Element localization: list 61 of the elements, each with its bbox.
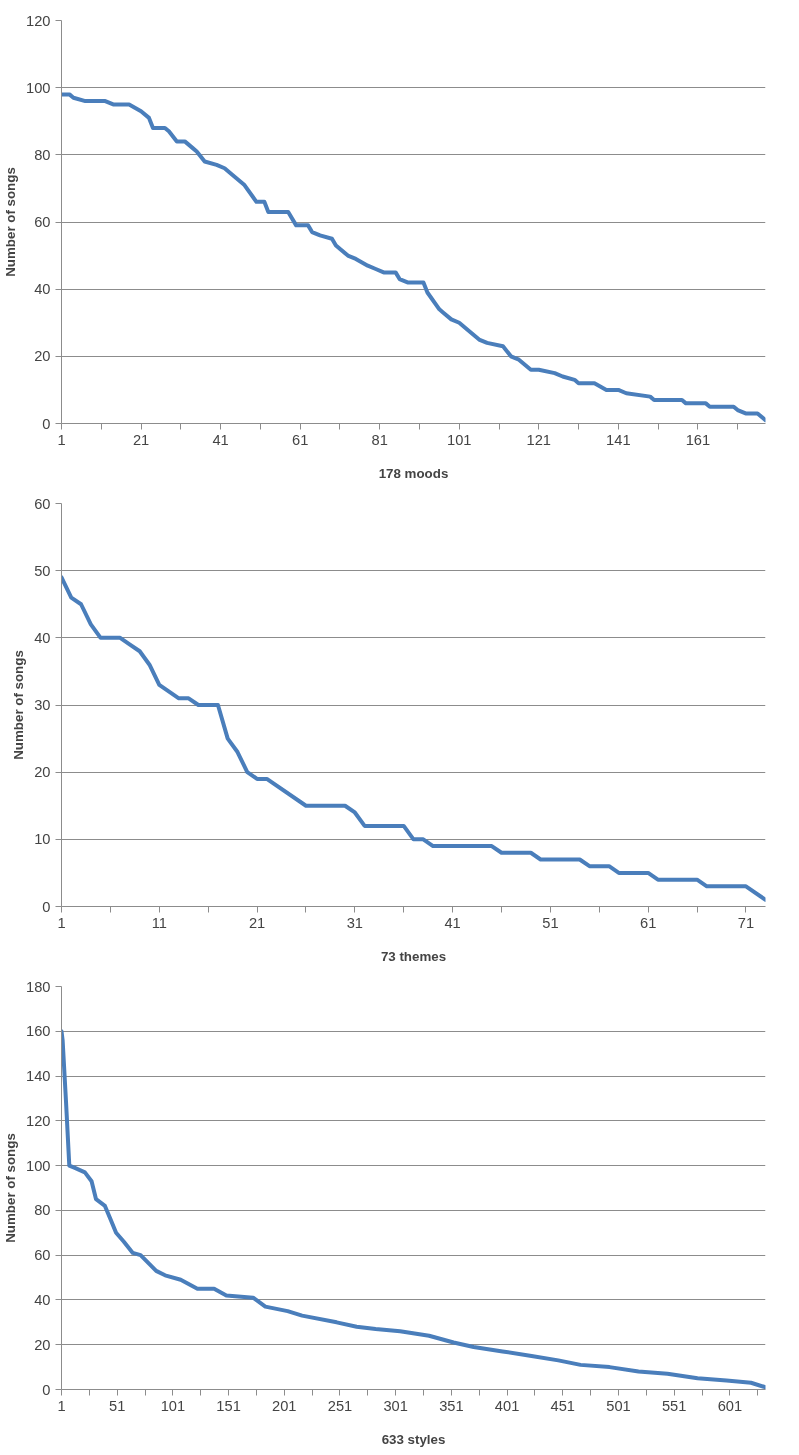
y-tick-label: 30 (34, 697, 51, 713)
y-axis-title: Number of songs (11, 650, 27, 760)
x-tick-label: 401 (494, 1397, 520, 1414)
y-tick-label: 40 (34, 281, 51, 298)
x-tick-label: 151 (216, 1397, 241, 1414)
y-tick-label: 80 (34, 1202, 51, 1219)
x-tick-label: 501 (606, 1397, 631, 1414)
x-tick-label: 41 (212, 431, 229, 448)
y-tick-label: 60 (34, 495, 51, 512)
y-tick-label: 0 (42, 1381, 51, 1398)
y-tick-label: 100 (26, 79, 51, 96)
x-tick-label: 201 (272, 1397, 297, 1414)
x-tick-label: 551 (661, 1397, 687, 1414)
x-tick-label: 101 (447, 431, 472, 448)
y-tick-label: 80 (34, 146, 51, 163)
x-tick-label: 351 (439, 1397, 464, 1414)
x-tick-label: 31 (346, 914, 363, 931)
y-tick-label: 160 (26, 1023, 51, 1040)
y-tick-label: 120 (26, 1112, 51, 1129)
y-axis-title: Number of songs (3, 1133, 19, 1243)
x-axis-title: 73 themes (380, 948, 447, 964)
x-tick-label: 121 (526, 431, 552, 448)
y-tick-label: 180 (26, 978, 51, 995)
y-tick-label: 60 (34, 1247, 51, 1264)
x-axis-title: 633 styles (381, 1431, 446, 1447)
y-tick-label: 40 (34, 1291, 51, 1308)
x-tick-label: 251 (327, 1397, 353, 1414)
x-tick-label: 1 (57, 1397, 66, 1414)
x-tick-label: 141 (606, 431, 631, 448)
y-tick-label: 20 (34, 1336, 51, 1353)
y-tick-label: 40 (34, 629, 51, 646)
x-tick-label: 451 (550, 1397, 576, 1414)
y-tick-label: 20 (34, 764, 51, 781)
x-axis-title: 178 moods (378, 465, 449, 481)
x-tick-label: 51 (109, 1397, 126, 1414)
y-tick-label: 140 (26, 1068, 51, 1085)
y-tick-label: 50 (34, 562, 51, 579)
x-tick-label: 21 (248, 914, 266, 931)
x-tick-label: 1 (57, 431, 66, 448)
y-tick-label: 0 (42, 415, 51, 432)
x-tick-label: 41 (444, 914, 461, 931)
x-tick-label: 1 (57, 914, 66, 931)
y-tick-label: 10 (34, 831, 51, 848)
x-tick-label: 11 (151, 914, 167, 931)
y-axis-title: Number of songs (3, 167, 19, 277)
x-tick-label: 81 (371, 431, 388, 448)
y-tick-label: 0 (42, 898, 51, 915)
x-tick-label: 61 (291, 431, 309, 448)
x-tick-label: 301 (383, 1397, 408, 1414)
y-tick-label: 100 (26, 1157, 51, 1174)
x-tick-label: 21 (132, 431, 150, 448)
x-tick-label: 161 (685, 431, 711, 448)
x-tick-label: 51 (542, 914, 559, 931)
x-tick-label: 61 (640, 914, 657, 931)
y-tick-label: 20 (34, 348, 51, 365)
x-tick-label: 101 (160, 1397, 186, 1414)
x-tick-label: 71 (737, 914, 755, 931)
x-tick-label: 601 (717, 1397, 743, 1414)
line-series (61, 575, 766, 902)
y-tick-label: 60 (34, 214, 51, 230)
y-tick-label: 120 (26, 12, 51, 29)
